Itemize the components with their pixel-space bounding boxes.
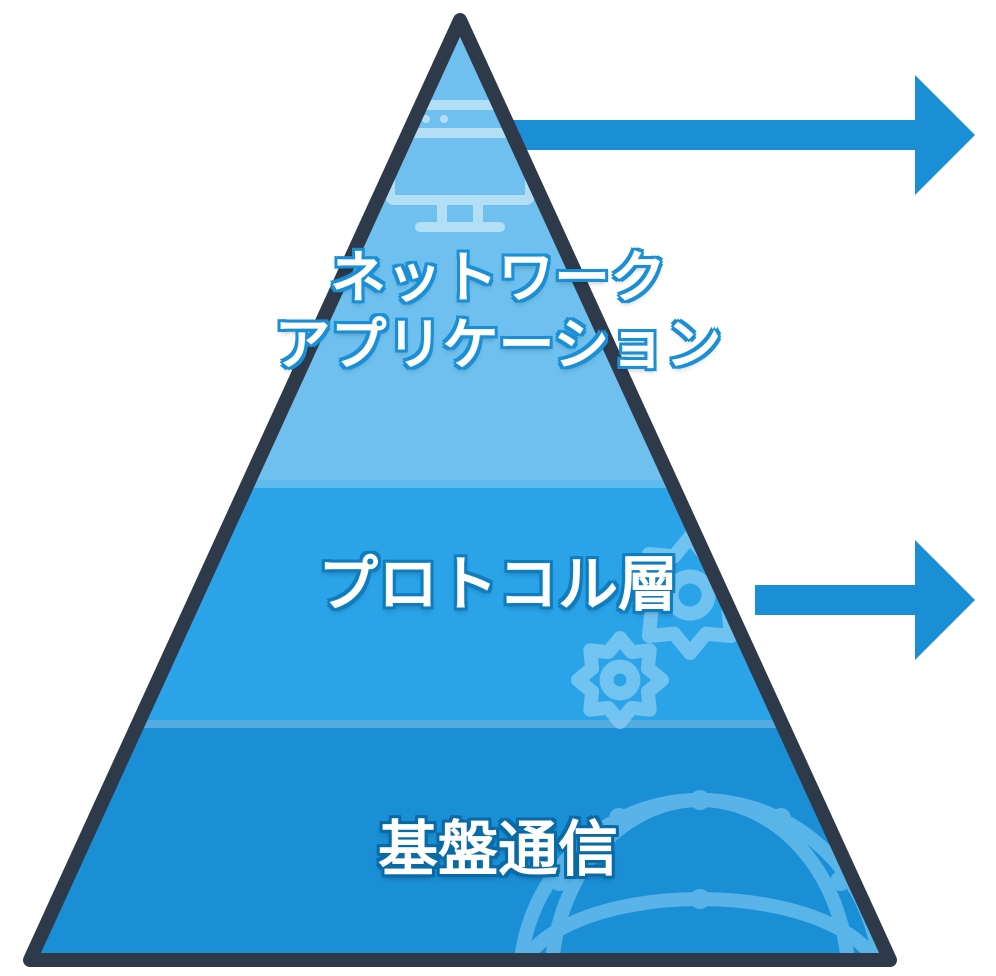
pyramid-layers bbox=[0, 20, 996, 976]
pyramid-svg bbox=[0, 0, 996, 976]
diagram-stage: ネットワーク アプリケーション プロトコル層 基盤通信 bbox=[0, 0, 996, 976]
arrow bbox=[505, 75, 975, 195]
arrow bbox=[755, 540, 975, 660]
